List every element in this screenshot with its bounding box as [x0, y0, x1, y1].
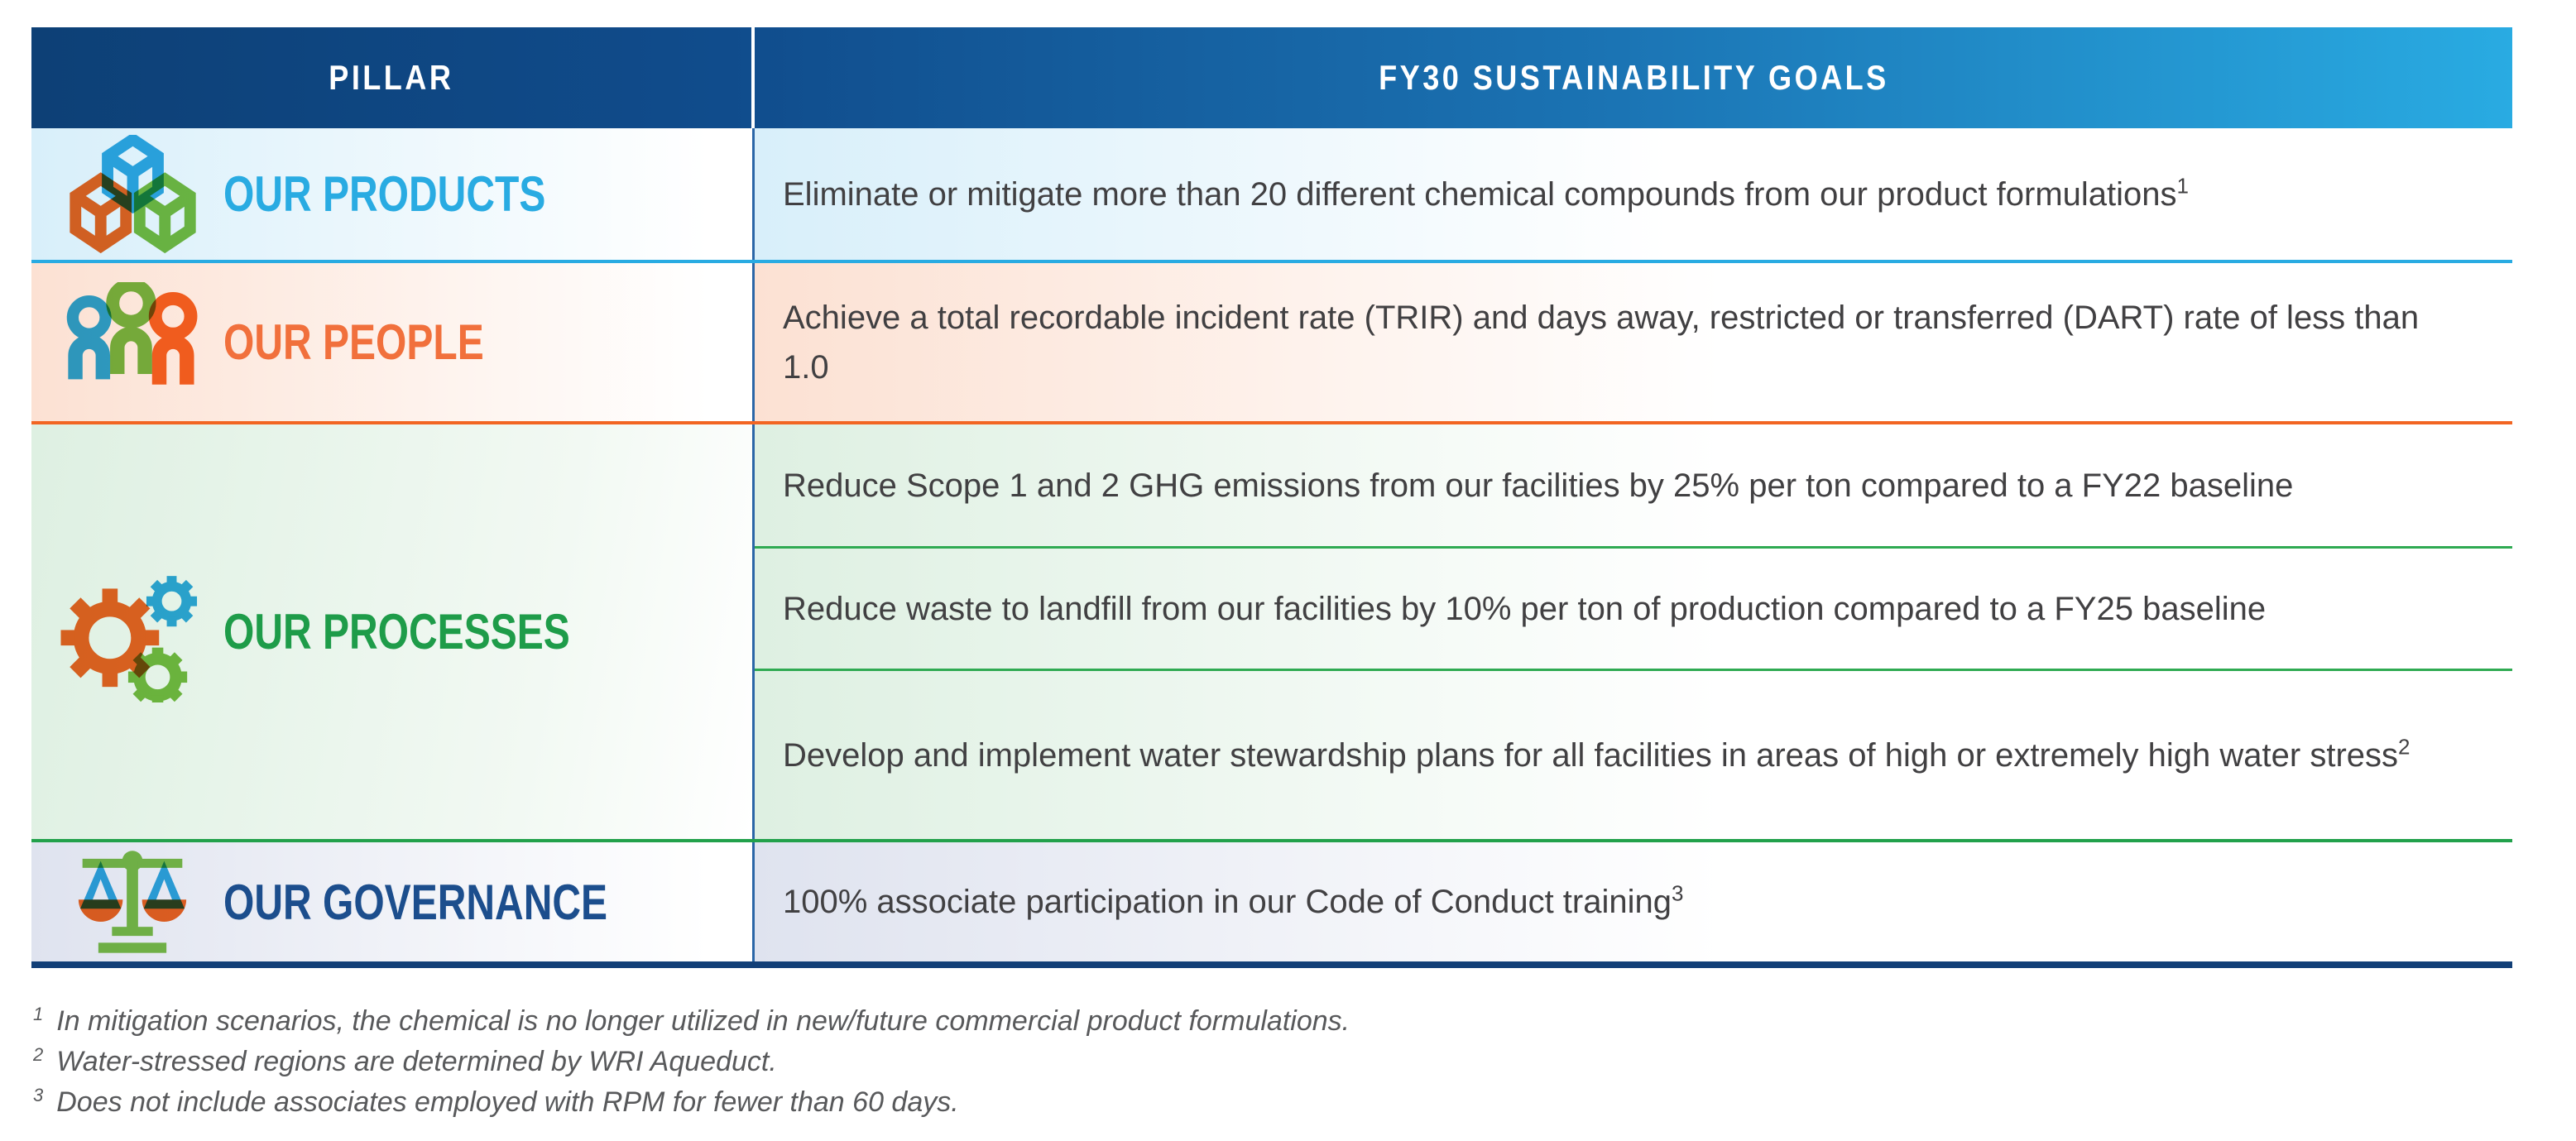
pillar-label-people: OUR PEOPLE	[223, 314, 484, 370]
footnote-2: 2 Water-stressed regions are determined b…	[33, 1043, 777, 1077]
footnote-3: 3 Does not include associates employed wi…	[33, 1084, 959, 1118]
goal-cell-waste: Reduce waste to landfill from our facili…	[755, 546, 2512, 669]
goal-text: Reduce Scope 1 and 2 GHG emissions from …	[783, 467, 2294, 504]
goal-cell-ghg: Reduce Scope 1 and 2 GHG emissions from …	[755, 424, 2512, 546]
pillar-cell-governance: OUR GOVERNANCE	[31, 842, 755, 961]
header-pillar-cell: PILLAR	[31, 27, 755, 128]
pillar-label-governance: OUR GOVERNANCE	[223, 874, 608, 930]
footnotes: 1 In mitigation scenarios, the chemical i…	[33, 1001, 1350, 1123]
table-row-governance: OUR GOVERNANCE 100% associate participat…	[31, 842, 2512, 968]
goal-cell-governance: 100% associate participation in our Code…	[755, 842, 2512, 961]
pillar-cell-products: OUR PRODUCTS	[31, 128, 755, 260]
footnote-marker: 3	[1671, 880, 1684, 906]
pillar-cell-people: OUR PEOPLE	[31, 263, 755, 421]
footnote-number: 1	[33, 1003, 44, 1024]
pillar-label-products: OUR PRODUCTS	[223, 166, 546, 222]
goal-text: Eliminate or mitigate more than 20 diffe…	[783, 173, 2189, 213]
goal-cell-water: Develop and implement water stewardship …	[755, 669, 2512, 839]
cubes-icon	[50, 134, 215, 254]
goal-text: Reduce waste to landfill from our facili…	[783, 590, 2267, 627]
footnote-1: 1 In mitigation scenarios, the chemical i…	[33, 1003, 1350, 1037]
goals-table: PILLAR FY30 SUSTAINABILITY GOALS	[31, 27, 2512, 968]
footnote-marker: 1	[2176, 173, 2189, 199]
goal-text: Achieve a total recordable incident rate…	[783, 299, 2420, 386]
scales-icon	[50, 847, 215, 956]
pillar-cell-processes: OUR PROCESSES	[31, 424, 755, 839]
table-row-people: OUR PEOPLE Achieve a total recordable in…	[31, 263, 2512, 424]
header-goals-cell: FY30 SUSTAINABILITY GOALS	[755, 27, 2512, 128]
header-pillar-label: PILLAR	[329, 58, 454, 97]
goal-cells-processes: Reduce Scope 1 and 2 GHG emissions from …	[755, 424, 2512, 839]
goal-text: 100% associate participation in our Code…	[783, 880, 1684, 920]
table-header-row: PILLAR FY30 SUSTAINABILITY GOALS	[31, 27, 2512, 128]
footnote-number: 3	[33, 1084, 44, 1105]
people-icon	[50, 281, 215, 403]
footnote-number: 2	[33, 1043, 44, 1065]
table-row-processes: OUR PROCESSES Reduce Scope 1 and 2 GHG e…	[31, 424, 2512, 842]
header-goals-label: FY30 SUSTAINABILITY GOALS	[1378, 58, 1889, 97]
footnote-marker: 2	[2398, 734, 2411, 760]
goal-cell-people: Achieve a total recordable incident rate…	[755, 263, 2512, 421]
gears-icon	[50, 562, 215, 702]
goal-text: Develop and implement water stewardship …	[783, 734, 2411, 774]
table-row-products: OUR PRODUCTS Eliminate or mitigate more …	[31, 128, 2512, 263]
pillar-label-processes: OUR PROCESSES	[223, 604, 570, 659]
goal-cell-products: Eliminate or mitigate more than 20 diffe…	[755, 128, 2512, 260]
